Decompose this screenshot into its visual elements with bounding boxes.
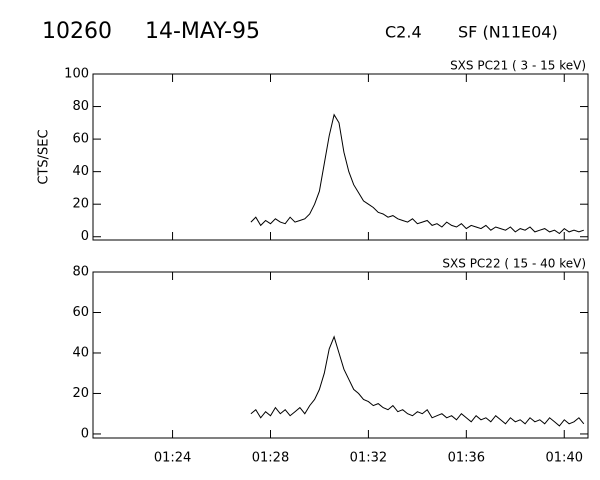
plot-frame: [92, 271, 589, 439]
y-tick-label: 60: [72, 132, 89, 147]
x-tick-label: 01:24: [154, 451, 191, 466]
y-tick-label: 40: [72, 164, 89, 179]
y-tick-label: 0: [81, 426, 89, 441]
panel-label: SXS PC21 ( 3 - 15 keV): [450, 59, 586, 73]
y-tick-label: 0: [81, 229, 89, 244]
y-tick-label: 80: [72, 99, 89, 114]
y-axis-label: CTS/SEC: [37, 129, 52, 184]
y-tick-label: 60: [72, 305, 89, 320]
event-id: 10260: [42, 19, 112, 44]
light-curve: [250, 113, 584, 235]
x-tick-label: 01:28: [252, 451, 289, 466]
flare-class: C2.4: [385, 23, 422, 42]
x-tick-label: 01:36: [448, 451, 485, 466]
x-tick-label: 01:32: [350, 451, 387, 466]
y-tick-label: 40: [72, 345, 89, 360]
light-curve: [250, 335, 585, 427]
plot-frame: [92, 73, 589, 241]
flare-location: SF (N11E04): [458, 23, 558, 42]
y-tick-label: 20: [72, 197, 89, 212]
y-tick-label: 20: [72, 386, 89, 401]
y-tick-label: 80: [72, 265, 89, 280]
x-tick-label: 01:40: [546, 451, 583, 466]
y-tick-label: 100: [64, 67, 89, 82]
event-date: 14-MAY-95: [145, 19, 260, 44]
panel-label: SXS PC22 ( 15 - 40 keV): [442, 257, 586, 271]
